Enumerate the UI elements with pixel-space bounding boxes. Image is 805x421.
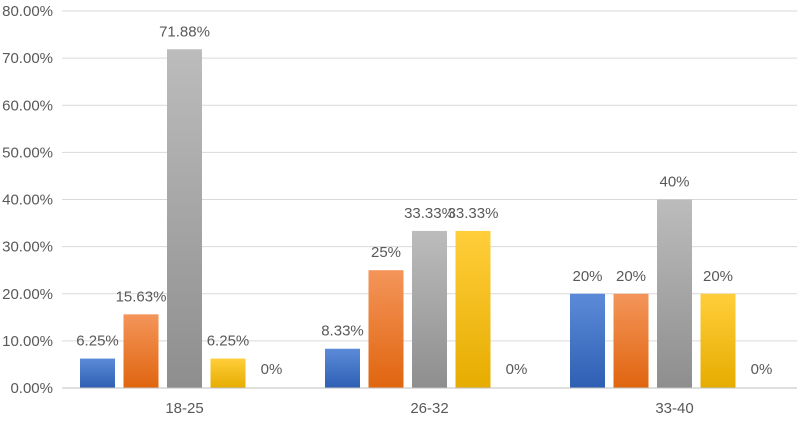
- bar: [412, 230, 447, 388]
- x-category-label: 33-40: [655, 400, 693, 417]
- data-label: 20%: [703, 268, 733, 285]
- data-label: 33.33%: [404, 205, 455, 222]
- bar: [657, 199, 692, 388]
- x-axis-category-labels: 18-25 26-32 33-40: [165, 400, 693, 417]
- bar: [80, 358, 115, 388]
- data-label: 20%: [572, 268, 602, 285]
- data-label: 40%: [659, 174, 689, 191]
- bar: [455, 230, 491, 388]
- y-tick-label: 30.00%: [2, 239, 53, 256]
- data-label: 0%: [751, 361, 773, 378]
- data-label: 20%: [616, 268, 646, 285]
- bars: [80, 49, 736, 388]
- data-label: 15.63%: [116, 288, 167, 305]
- y-tick-label: 40.00%: [2, 192, 53, 209]
- bar: [570, 293, 605, 388]
- y-tick-label: 50.00%: [2, 144, 53, 161]
- bar: [123, 314, 159, 388]
- x-category-label: 26-32: [410, 400, 448, 417]
- data-label: 0%: [506, 361, 528, 378]
- bar: [368, 270, 404, 388]
- data-label: 25%: [371, 244, 401, 261]
- y-axis-tick-labels: 0.00% 10.00% 20.00% 30.00% 40.00% 50.00% 60.00…: [2, 3, 53, 397]
- bar: [325, 348, 360, 388]
- bar: [167, 49, 202, 388]
- y-tick-label: 20.00%: [2, 286, 53, 303]
- data-label: 33.33%: [448, 205, 499, 222]
- y-tick-label: 70.00%: [2, 50, 53, 67]
- data-label: 6.25%: [207, 333, 250, 350]
- data-label: 8.33%: [321, 323, 364, 340]
- data-labels: 6.25% 15.63% 71.88% 6.25% 0% 8.33% 25% 33.33%33…: [76, 23, 772, 378]
- y-tick-label: 80.00%: [2, 3, 53, 20]
- bar: [700, 293, 736, 388]
- bar: [210, 358, 246, 388]
- bar: [613, 293, 649, 388]
- data-label: 0%: [261, 361, 283, 378]
- y-tick-label: 0.00%: [10, 380, 53, 397]
- y-tick-label: 60.00%: [2, 97, 53, 114]
- y-tick-label: 10.00%: [2, 333, 53, 350]
- x-category-label: 18-25: [165, 400, 203, 417]
- data-label: 6.25%: [76, 333, 119, 350]
- data-label: 71.88%: [159, 23, 210, 40]
